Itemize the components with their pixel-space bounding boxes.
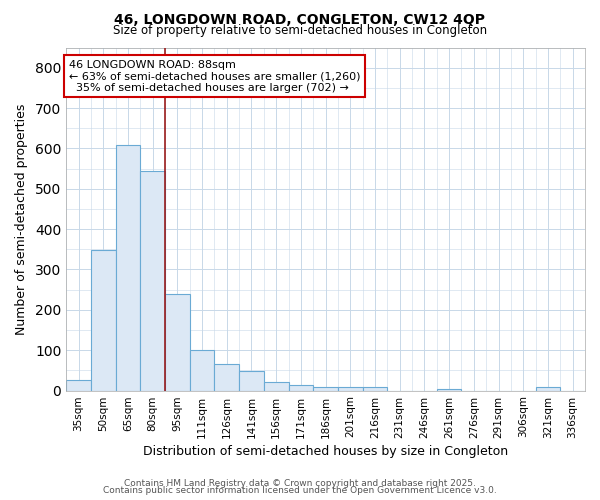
Text: Size of property relative to semi-detached houses in Congleton: Size of property relative to semi-detach… bbox=[113, 24, 487, 37]
Bar bbox=[437, 388, 461, 390]
Bar bbox=[66, 380, 91, 390]
Text: 46, LONGDOWN ROAD, CONGLETON, CW12 4QP: 46, LONGDOWN ROAD, CONGLETON, CW12 4QP bbox=[115, 12, 485, 26]
Text: Contains public sector information licensed under the Open Government Licence v3: Contains public sector information licen… bbox=[103, 486, 497, 495]
Bar bbox=[264, 382, 289, 390]
Bar bbox=[239, 371, 264, 390]
Text: Contains HM Land Registry data © Crown copyright and database right 2025.: Contains HM Land Registry data © Crown c… bbox=[124, 478, 476, 488]
Bar bbox=[165, 294, 190, 390]
Bar bbox=[536, 388, 560, 390]
X-axis label: Distribution of semi-detached houses by size in Congleton: Distribution of semi-detached houses by … bbox=[143, 444, 508, 458]
Y-axis label: Number of semi-detached properties: Number of semi-detached properties bbox=[15, 104, 28, 334]
Bar bbox=[190, 350, 214, 391]
Bar bbox=[289, 384, 313, 390]
Bar bbox=[362, 388, 388, 390]
Bar bbox=[91, 250, 116, 390]
Bar bbox=[116, 145, 140, 390]
Bar bbox=[214, 364, 239, 390]
Text: 46 LONGDOWN ROAD: 88sqm
← 63% of semi-detached houses are smaller (1,260)
  35% : 46 LONGDOWN ROAD: 88sqm ← 63% of semi-de… bbox=[69, 60, 360, 92]
Bar bbox=[313, 386, 338, 390]
Bar bbox=[140, 172, 165, 390]
Bar bbox=[338, 386, 362, 390]
